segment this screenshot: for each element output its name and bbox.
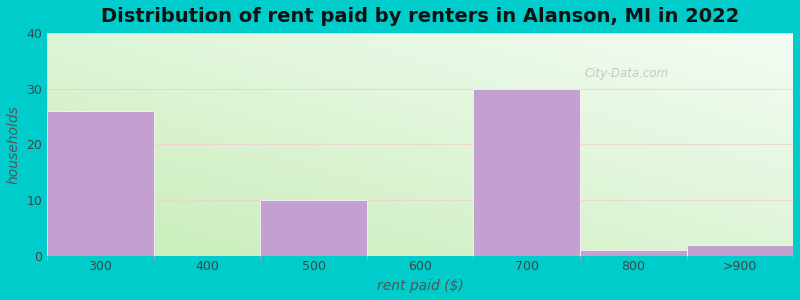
- Bar: [260, 200, 367, 256]
- X-axis label: rent paid ($): rent paid ($): [377, 279, 463, 293]
- Bar: [47, 111, 154, 256]
- Bar: [686, 244, 793, 256]
- Bar: [474, 89, 580, 256]
- Bar: [580, 250, 686, 256]
- Title: Distribution of rent paid by renters in Alanson, MI in 2022: Distribution of rent paid by renters in …: [101, 7, 739, 26]
- Y-axis label: households: households: [7, 105, 21, 184]
- Text: City-Data.com: City-Data.com: [584, 67, 668, 80]
